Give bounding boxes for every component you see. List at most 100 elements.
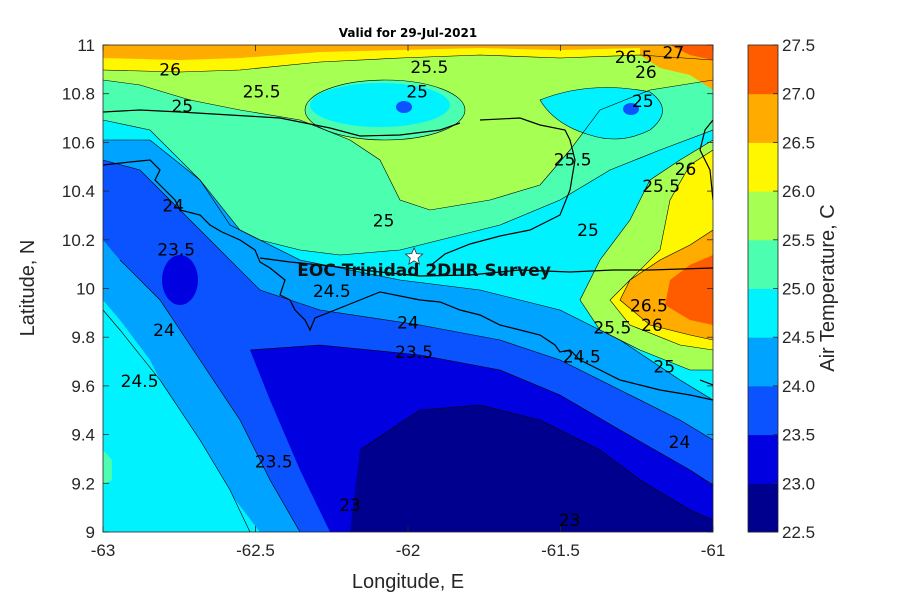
contour-label: 25.5 bbox=[642, 177, 680, 197]
coast-north-shore bbox=[103, 109, 576, 267]
colorbar-tick-label: 24.0 bbox=[782, 377, 815, 396]
y-tick-label: 10.6 bbox=[62, 133, 95, 152]
colorbar-label: Air Temperature, C bbox=[817, 204, 839, 371]
colorbar-tick-label: 25.0 bbox=[782, 280, 815, 299]
isoline-east-26-5 bbox=[619, 229, 713, 341]
band-right-27 bbox=[665, 255, 713, 325]
contour-label: 23.5 bbox=[255, 452, 293, 472]
contour-label: 24.5 bbox=[563, 348, 601, 368]
x-axis: -63 -62.5 -62 -61.5 -61 bbox=[91, 45, 726, 560]
colorbar: 22.5 23.0 23.5 24.0 24.5 25.0 25.5 26.0 26.5 27.0… bbox=[747, 36, 815, 542]
contour-label: 23.5 bbox=[157, 241, 195, 261]
pocket-24-5-left bbox=[310, 83, 450, 127]
y-tick-label: 9.6 bbox=[71, 377, 95, 396]
isoline-23 bbox=[359, 404, 713, 521]
contour-label: 26.5 bbox=[615, 48, 653, 68]
y-tick-label: 10.8 bbox=[62, 85, 95, 104]
x-tick-label: -61 bbox=[701, 541, 726, 560]
y-tick-label: 11 bbox=[77, 36, 95, 55]
colorbar-tick-label: 22.5 bbox=[782, 523, 815, 542]
isoline-24 bbox=[103, 159, 713, 441]
contour-label: 26 bbox=[159, 60, 181, 80]
colorbar-tick-label: 25.5 bbox=[782, 231, 815, 250]
contour-label: 26 bbox=[635, 63, 657, 83]
x-tick-label: -62.5 bbox=[236, 541, 275, 560]
colorbar-tick-label: 27.0 bbox=[782, 85, 815, 104]
chart-title: Valid for 29-Jul-2021 bbox=[339, 26, 477, 40]
colorbar-tick-label: 26.5 bbox=[782, 133, 815, 152]
contour-label: 23 bbox=[339, 496, 361, 516]
isoline-pocket-right bbox=[539, 87, 663, 140]
isoline-pocket-left bbox=[304, 79, 466, 141]
pocket-24-top-right bbox=[623, 103, 639, 115]
survey-label: EOC Trinidad 2DHR Survey bbox=[297, 261, 551, 281]
contour-label: 26 bbox=[641, 316, 663, 336]
isoline-24-5 bbox=[103, 139, 713, 401]
contour-label: 24.5 bbox=[121, 372, 159, 392]
colorbar-tick-label: 23.0 bbox=[782, 474, 815, 493]
colorbar-tick-label: 26.0 bbox=[782, 182, 815, 201]
isoline-23-5 bbox=[249, 344, 713, 486]
contour-label: 25 bbox=[171, 97, 193, 117]
contour-label: 23 bbox=[559, 511, 581, 531]
y-tick-label: 10.4 bbox=[62, 182, 95, 201]
band-22-5-23-0 bbox=[350, 405, 713, 532]
colorbar-segment bbox=[748, 142, 778, 192]
colorbar-tick-label: 24.5 bbox=[782, 328, 815, 347]
isoline-26 bbox=[103, 54, 713, 73]
y-tick-label: 9.2 bbox=[71, 474, 95, 493]
band-top-right-27-5 bbox=[670, 45, 713, 60]
isoline-east-25-5 bbox=[579, 139, 713, 371]
y-tick-label: 9.8 bbox=[71, 328, 95, 347]
isoline-25 bbox=[103, 119, 713, 256]
colorbar-segment bbox=[748, 434, 778, 484]
coast-venezuela bbox=[103, 159, 713, 401]
colorbar-segment bbox=[748, 385, 778, 436]
contour-label: 25.5 bbox=[554, 150, 592, 170]
y-tick-label: 10 bbox=[76, 280, 95, 299]
contour-label: 24 bbox=[153, 321, 175, 341]
contour-label: 24.5 bbox=[313, 282, 351, 302]
band-west-24-5 bbox=[103, 310, 250, 532]
x-tick-label: -61.5 bbox=[541, 541, 580, 560]
y-tick-label: 9.4 bbox=[71, 426, 95, 445]
colorbar-segment bbox=[748, 239, 778, 289]
contour-label: 24 bbox=[162, 197, 184, 217]
contour-label: 26.5 bbox=[630, 297, 668, 317]
contour-label: 24 bbox=[397, 314, 419, 334]
colorbar-tick-label: 23.5 bbox=[782, 426, 815, 445]
coast-east bbox=[699, 119, 713, 386]
y-tick-label: 10.2 bbox=[62, 231, 95, 250]
pocket-24-5-right bbox=[540, 87, 663, 139]
contour-label: 25.5 bbox=[410, 58, 448, 78]
contour-fill bbox=[103, 45, 713, 532]
contour-label: 25.5 bbox=[593, 318, 631, 338]
isoline-west-24-5 bbox=[103, 309, 251, 532]
y-axis-label: Latitude, N bbox=[17, 240, 39, 337]
colorbar-segment bbox=[748, 45, 778, 95]
pocket-23-5-west bbox=[162, 255, 198, 305]
contour-label: 25 bbox=[632, 92, 654, 112]
coastlines bbox=[103, 109, 713, 401]
contour-label: 25 bbox=[653, 357, 675, 377]
contour-label: 25 bbox=[373, 211, 395, 231]
contour-label: 25 bbox=[577, 221, 599, 241]
survey-star-marker bbox=[404, 246, 424, 265]
colorbar-segment bbox=[748, 93, 778, 143]
contour-label: 26 bbox=[675, 160, 697, 180]
contour-label: 27 bbox=[663, 43, 685, 63]
colorbar-segment bbox=[748, 483, 778, 533]
x-tick-label: -63 bbox=[91, 541, 116, 560]
contour-label: 25 bbox=[406, 82, 428, 102]
coast-trinidad bbox=[259, 257, 713, 277]
colorbar-segment bbox=[748, 288, 778, 338]
colorbar-segment bbox=[748, 191, 778, 241]
contour-label: 24 bbox=[669, 433, 691, 453]
y-tick-label: 9 bbox=[86, 523, 95, 542]
isoline-25-5 bbox=[103, 79, 713, 211]
x-axis-label: Longitude, E bbox=[352, 571, 464, 593]
isoline-west-24 bbox=[119, 259, 301, 532]
contour-label: 25.5 bbox=[243, 82, 281, 102]
